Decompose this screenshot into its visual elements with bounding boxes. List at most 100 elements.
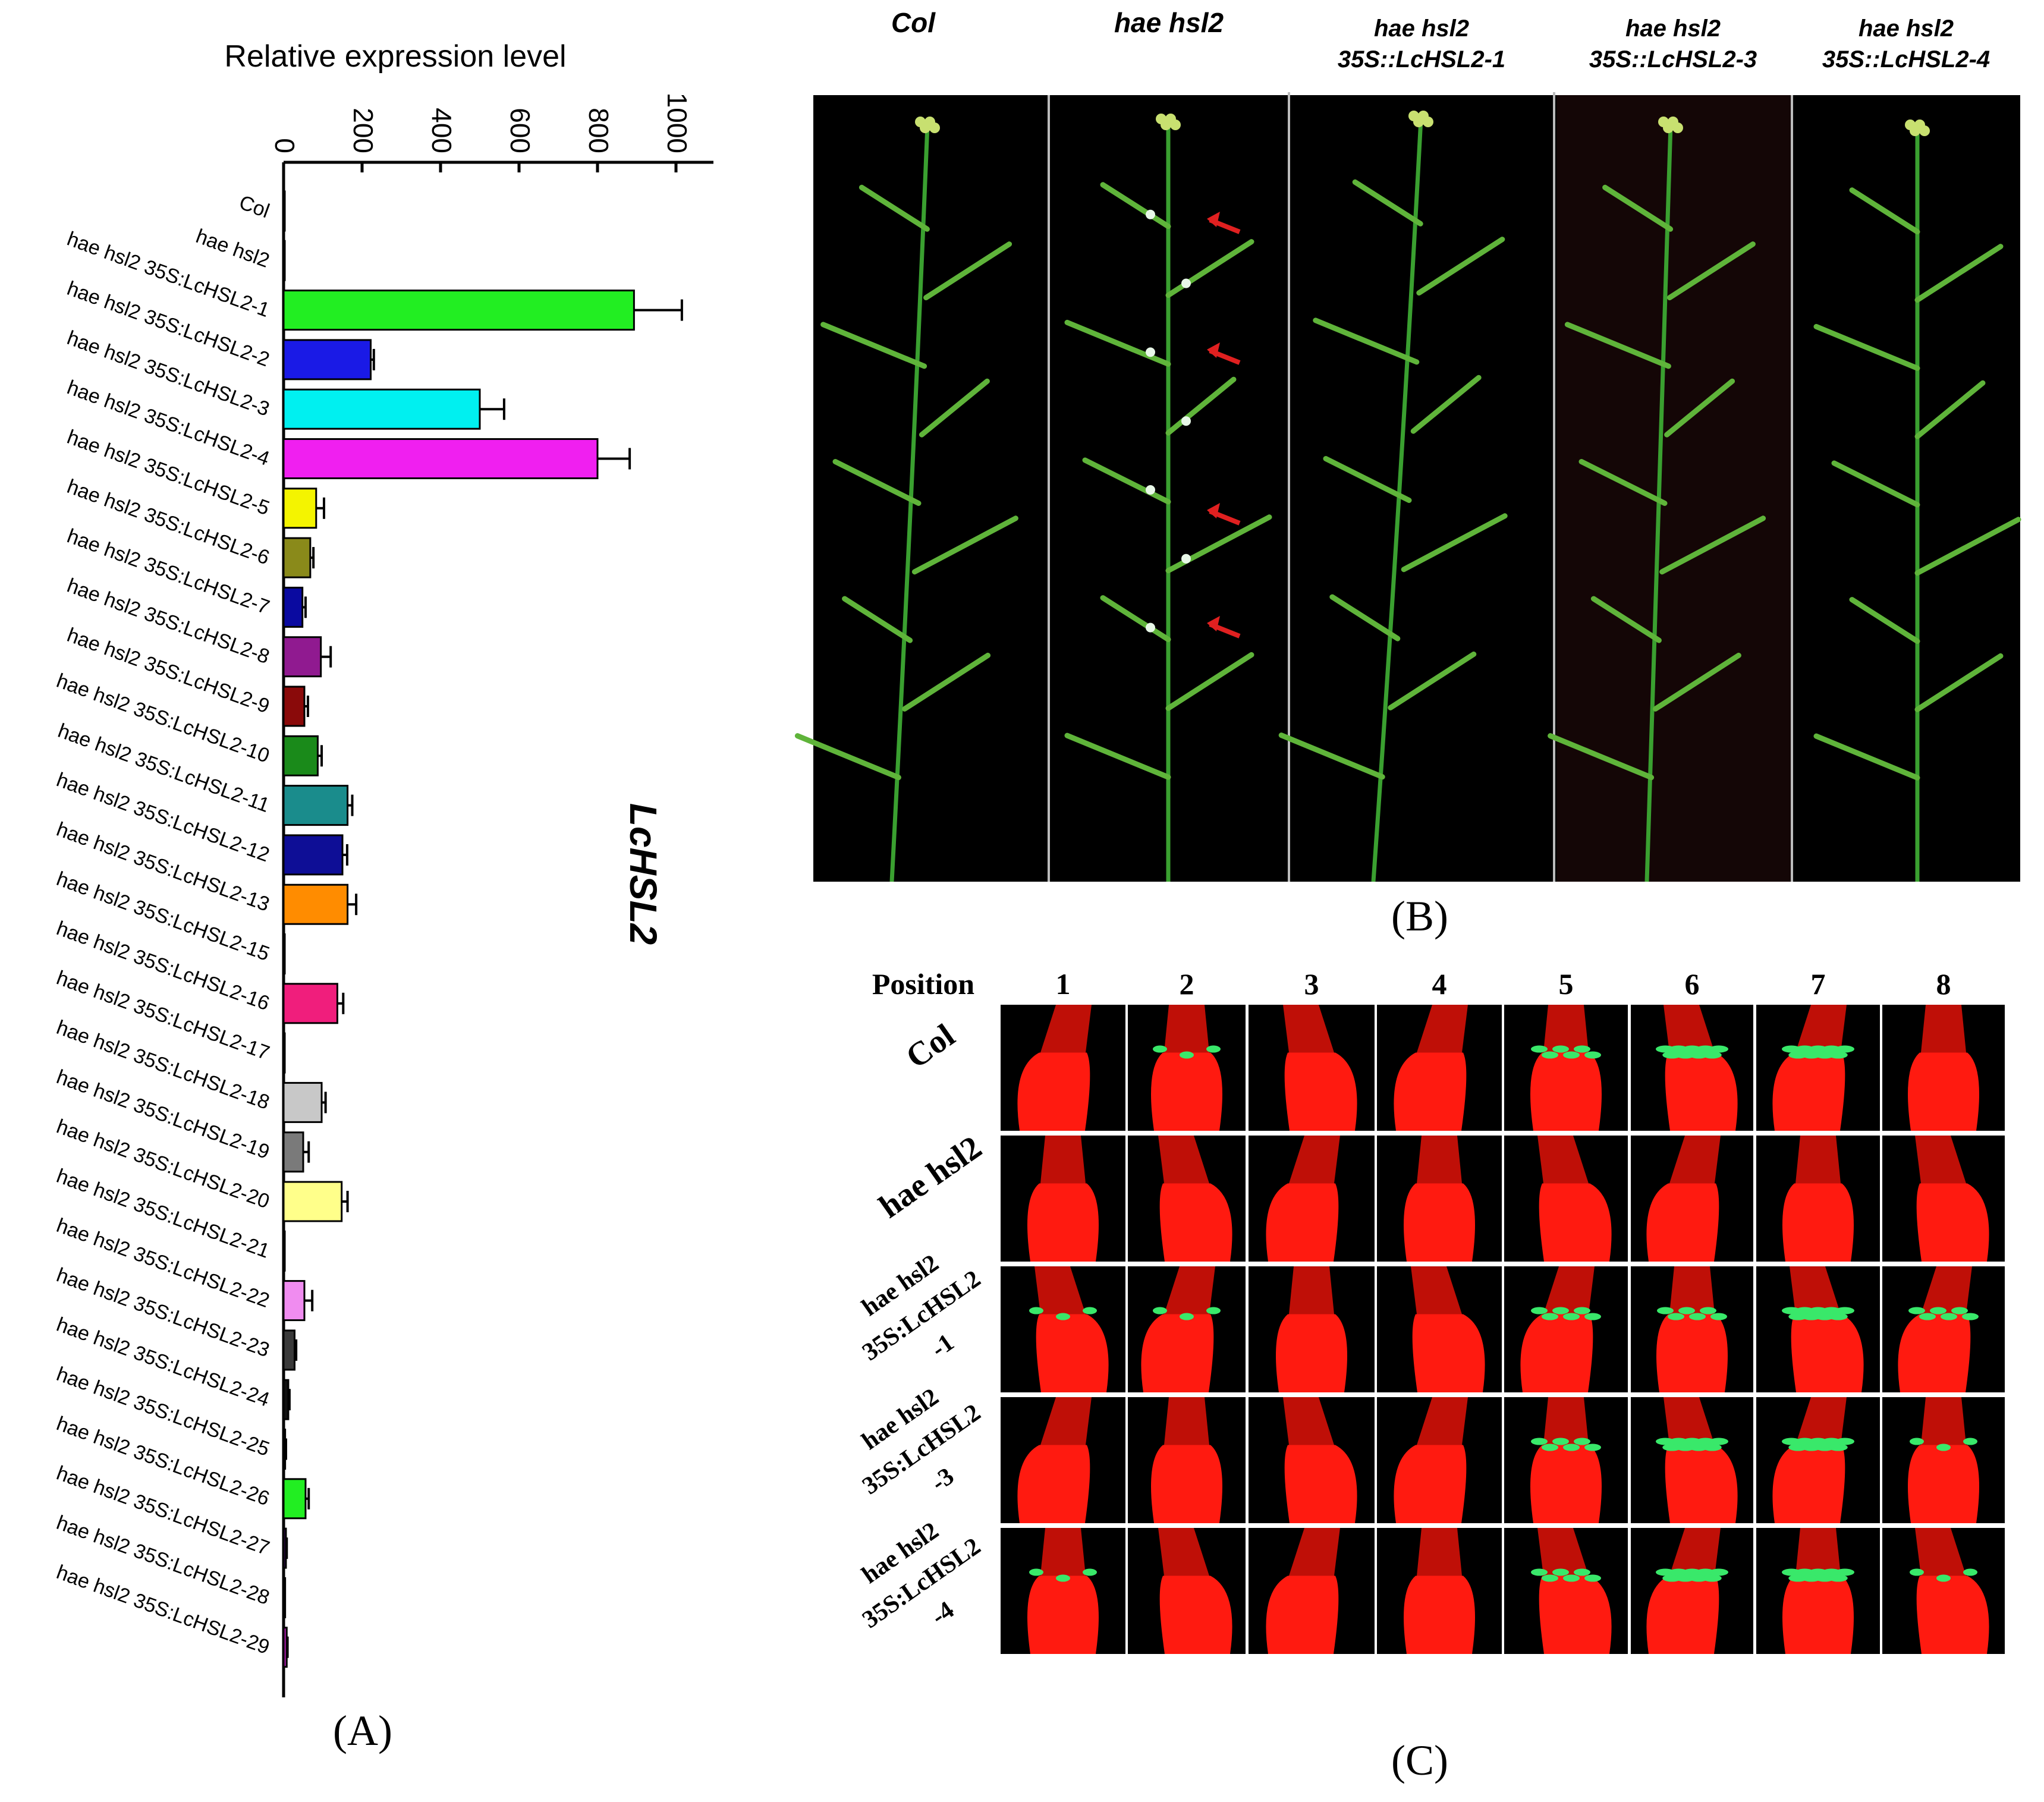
position-number: 7 xyxy=(1811,967,1826,1001)
red-arrow-head xyxy=(1207,616,1220,631)
gfp-signal xyxy=(1828,1313,1848,1320)
category-label: hae hsl2 35S:LcHSL2-29 xyxy=(54,1561,272,1659)
gfp-signal xyxy=(1584,1574,1601,1582)
column-label-line: hae hsl2 xyxy=(1858,15,1954,42)
category-label: hae hsl2 35S:LcHSL2-27 xyxy=(54,1462,272,1560)
gfp-signal xyxy=(1815,1574,1835,1582)
gfp-signal xyxy=(1815,1313,1835,1320)
gfp-signal xyxy=(1815,1444,1835,1451)
panel-letter-c: (C) xyxy=(1391,1737,1448,1784)
position-numbers: 1 2 3 4 5 6 7 8 xyxy=(1056,967,1951,1001)
column-label-line: hae hsl2 xyxy=(1114,7,1224,38)
silique xyxy=(911,515,1018,575)
gfp-signal xyxy=(1563,1574,1580,1582)
silique-base xyxy=(1289,1266,1334,1314)
silique xyxy=(1652,652,1741,712)
receptacle xyxy=(1782,1575,1854,1654)
column-label-line-4: hae hsl2 35S::LcHSL2-4 xyxy=(1792,13,2020,75)
gfp-signal xyxy=(1083,1568,1097,1576)
gfp-signal xyxy=(1782,1307,1801,1314)
gfp-signal xyxy=(1668,1313,1684,1320)
gfp-signal xyxy=(1683,1568,1702,1576)
silique xyxy=(1064,732,1171,780)
gfp-signal xyxy=(1574,1438,1590,1445)
receptacle xyxy=(1151,1445,1222,1523)
silique xyxy=(1664,378,1735,438)
bars xyxy=(282,190,635,1668)
receptacle xyxy=(1646,1575,1719,1654)
gfp-signal xyxy=(1951,1307,1968,1314)
gfp-signal xyxy=(1788,1444,1808,1451)
bar xyxy=(282,1081,323,1123)
silique xyxy=(1849,187,1920,235)
silique xyxy=(1914,244,2004,303)
gfp-signal xyxy=(1083,1307,1097,1314)
silique xyxy=(919,378,990,438)
receptacle xyxy=(1036,1314,1109,1392)
silique xyxy=(902,652,991,712)
silique-base xyxy=(1040,1005,1092,1053)
gfp-signal xyxy=(1689,1444,1709,1451)
gfp-signal xyxy=(1574,1307,1590,1314)
silique-base xyxy=(1915,1528,1966,1576)
category-label: hae hsl2 35S:LcHSL2-20 xyxy=(54,1115,272,1213)
error-bars xyxy=(284,299,683,1658)
gfp-signal xyxy=(1835,1045,1854,1053)
gfp-signal xyxy=(1531,1307,1548,1314)
receptacle xyxy=(1159,1183,1232,1262)
gfp-signal xyxy=(1788,1051,1808,1059)
bar xyxy=(282,1577,287,1618)
gfp-signal xyxy=(1809,1438,1828,1445)
gfp-signal xyxy=(1669,1438,1688,1445)
gfp-signal xyxy=(1563,1444,1580,1451)
gfp-signal xyxy=(1056,1313,1070,1320)
gfp-signal xyxy=(1782,1045,1801,1053)
silique-base xyxy=(1543,1266,1595,1314)
gfp-signal xyxy=(1180,1051,1194,1059)
silique-base xyxy=(1537,1136,1589,1184)
silique xyxy=(1602,184,1674,232)
gfp-signal xyxy=(1809,1045,1828,1053)
position-number: 6 xyxy=(1685,967,1700,1001)
gfp-signal xyxy=(1656,1045,1675,1053)
red-arrow-head xyxy=(1207,342,1220,358)
silique-base xyxy=(1795,1005,1847,1053)
receptacle xyxy=(1772,1445,1845,1523)
gfp-signal xyxy=(1689,1313,1706,1320)
silique xyxy=(1813,733,1920,781)
gfp-signal xyxy=(1683,1438,1702,1445)
retained-floral-organ xyxy=(1146,622,1155,633)
bar xyxy=(282,1379,290,1420)
column-label-line: hae hsl2 xyxy=(1625,15,1721,42)
silique-base xyxy=(1158,1528,1209,1576)
gfp-signal xyxy=(1153,1045,1167,1053)
gfp-signal xyxy=(1822,1045,1841,1053)
silique xyxy=(1165,376,1237,436)
bar xyxy=(282,190,286,232)
gfp-signal xyxy=(1908,1307,1925,1314)
gfp-signal xyxy=(1809,1307,1828,1314)
retained-floral-organ xyxy=(1181,278,1191,288)
gfp-signal xyxy=(1531,1438,1548,1445)
gfp-signal xyxy=(1910,1438,1924,1445)
bar xyxy=(282,1329,295,1371)
column-label-line-3: hae hsl2 35S::LcHSL2-3 xyxy=(1554,13,1792,75)
silique xyxy=(842,596,913,643)
stem xyxy=(1371,118,1423,882)
gfp-signal xyxy=(1552,1438,1569,1445)
silique xyxy=(1100,595,1171,643)
gfp-signal xyxy=(1801,1051,1821,1059)
gfp-signal xyxy=(1542,1313,1558,1320)
silique-base xyxy=(1669,1136,1721,1184)
plant-drawings xyxy=(794,111,2021,882)
retained-floral-organ xyxy=(1181,416,1191,426)
category-label: hae hsl2 xyxy=(193,225,272,272)
silique-base xyxy=(1795,1136,1841,1184)
silique-base xyxy=(1283,1005,1334,1053)
silique-base xyxy=(1289,1136,1340,1184)
silique xyxy=(923,241,1012,301)
silique-base xyxy=(1164,1005,1209,1053)
gfp-signal xyxy=(1206,1307,1221,1314)
gfp-signal xyxy=(1689,1574,1709,1582)
gfp-signal xyxy=(1962,1313,1979,1320)
